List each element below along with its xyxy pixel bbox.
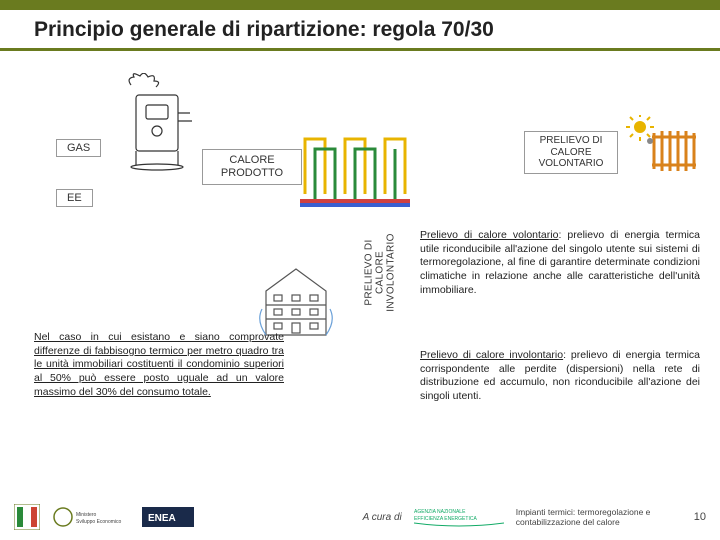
right1-lead: Prelievo di calore volontario bbox=[420, 229, 558, 241]
left-paragraph-text: Nel caso in cui esistano e siano comprov… bbox=[34, 331, 284, 398]
right-paragraph-2: Prelievo di calore involontario: preliev… bbox=[420, 349, 700, 404]
prelievo-volontario-label: PRELIEVO DI CALORE VOLONTARIO bbox=[524, 131, 618, 174]
svg-text:Sviluppo Economico: Sviluppo Economico bbox=[76, 519, 122, 525]
logo-ministero: MinisteroSviluppo Economico bbox=[52, 504, 130, 530]
header-accent-bar bbox=[0, 0, 720, 10]
page-number: 10 bbox=[694, 511, 706, 523]
left-paragraph: Nel caso in cui esistano e siano comprov… bbox=[34, 331, 284, 399]
svg-text:AGENZIA NAZIONALE: AGENZIA NAZIONALE bbox=[414, 509, 466, 515]
svg-text:Ministero: Ministero bbox=[76, 512, 97, 518]
right2-lead: Prelievo di calore involontario bbox=[420, 349, 563, 361]
logo-enea: ENEA bbox=[142, 504, 194, 530]
svg-text:EFFICIENZA ENERGETICA: EFFICIENZA ENERGETICA bbox=[414, 516, 477, 522]
footer-right-text: Impianti termici: termoregolazione e con… bbox=[516, 507, 676, 527]
radiator-sketch bbox=[626, 115, 706, 177]
prelievo-involontario-label: PRELIEVO DI CALORE INVOLONTARIO bbox=[364, 228, 397, 318]
a-cura-di: A cura di bbox=[363, 512, 402, 523]
ee-label: EE bbox=[56, 189, 93, 207]
gas-label: GAS bbox=[56, 139, 101, 157]
logo-italia bbox=[14, 504, 40, 530]
right-paragraph-1: Prelievo di calore volontario: prelievo … bbox=[420, 229, 700, 297]
piping-diagram bbox=[300, 129, 410, 209]
logo-agenzia: AGENZIA NAZIONALEEFFICIENZA ENERGETICA bbox=[414, 504, 504, 530]
footer: MinisteroSviluppo Economico ENEA A cura … bbox=[0, 494, 720, 540]
page-title: Principio generale di ripartizione: rego… bbox=[0, 10, 720, 48]
svg-text:ENEA: ENEA bbox=[148, 513, 176, 524]
building-sketch bbox=[256, 261, 336, 341]
boiler-sketch bbox=[116, 73, 198, 171]
calore-prodotto-label: CALORE PRODOTTO bbox=[202, 149, 302, 185]
main-content: GAS EE CALORE PRODOTTO PRELIEVO DI CALOR… bbox=[0, 51, 720, 461]
